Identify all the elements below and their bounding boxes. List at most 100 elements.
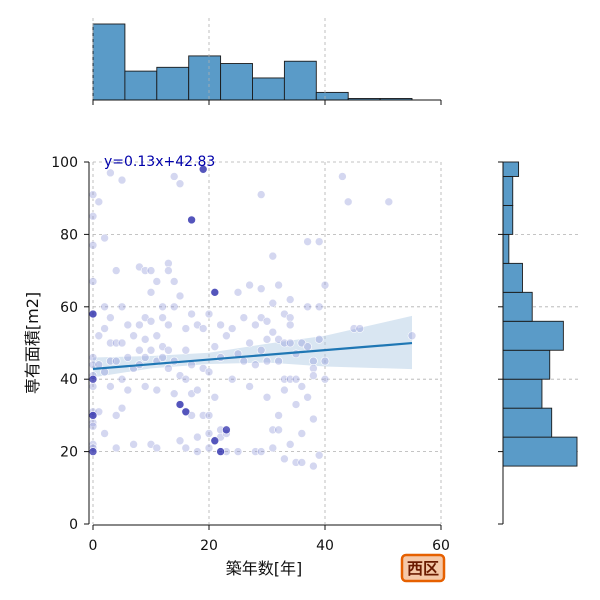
- scatter-point: [198, 324, 208, 333]
- scatter-point: [152, 443, 162, 453]
- scatter-point: [204, 443, 214, 453]
- scatter-point: [338, 172, 347, 181]
- scatter-point: [117, 175, 127, 185]
- scatter-point: [314, 302, 324, 312]
- scatter-point: [239, 313, 249, 322]
- scatter-point: [256, 447, 266, 456]
- scatter-point: [268, 298, 278, 308]
- scatter-point: [146, 288, 156, 297]
- right-hist-bar: [502, 436, 578, 467]
- scatter-point: [256, 345, 266, 355]
- scatter-point: [158, 353, 167, 362]
- scatter-point: [309, 461, 318, 471]
- scatter-point: [152, 331, 162, 341]
- scatter-point: [100, 429, 109, 438]
- scatter-point: [187, 309, 196, 319]
- scatter-point: [88, 277, 98, 286]
- scatter-point: [309, 371, 318, 380]
- scatter-point: [285, 440, 295, 449]
- scatter-point: [309, 414, 318, 424]
- scatter-point: [88, 240, 98, 250]
- right-hist-bar: [502, 349, 551, 380]
- scatter-point: [204, 411, 214, 420]
- scatter-point: [256, 190, 266, 199]
- right-hist-bar: [502, 407, 553, 438]
- scatter-point: [169, 172, 179, 181]
- regression-equation: y=0.13x+42.83: [104, 154, 215, 170]
- scatter-point: [198, 164, 208, 174]
- scatter-point: [303, 302, 312, 312]
- x-axis-title: 築年数[年]: [226, 559, 303, 578]
- scatter-point: [227, 374, 237, 384]
- top-hist-bar: [252, 77, 285, 101]
- top-hist-bar: [188, 55, 222, 101]
- right-hist-bar: [502, 378, 543, 409]
- scatter-point: [169, 302, 179, 312]
- scatter-point: [88, 411, 98, 420]
- scatter-point: [94, 197, 104, 207]
- badge-label: 西区: [407, 559, 439, 578]
- scatter-point: [100, 302, 109, 312]
- scatter-point: [193, 447, 202, 456]
- scatter-point: [193, 432, 202, 442]
- scatter-point: [88, 309, 98, 319]
- scatter-point: [187, 215, 196, 225]
- scatter-point: [164, 320, 173, 330]
- scatter-point: [384, 197, 394, 207]
- x-tick-label: 20: [200, 538, 218, 554]
- scatter-point: [268, 327, 278, 337]
- top-marginal-histogram: [92, 18, 442, 105]
- scatter-point: [204, 309, 214, 319]
- scatter-point: [140, 335, 150, 344]
- scatter-point: [320, 374, 330, 384]
- scatter-point: [181, 443, 191, 453]
- scatter-point: [343, 197, 353, 207]
- scatter-point: [175, 400, 185, 409]
- scatter-point: [135, 345, 144, 355]
- scatter-point: [140, 353, 150, 362]
- scatter-point: [129, 440, 138, 449]
- scatter-point: [309, 356, 318, 366]
- right-hist-bar: [502, 161, 520, 177]
- scatter-point: [309, 364, 318, 373]
- scatter-point: [314, 335, 324, 344]
- right-hist-bar: [502, 320, 564, 351]
- scatter-point: [314, 237, 324, 246]
- scatter-point: [164, 364, 173, 373]
- right-hist-bar: [502, 262, 523, 293]
- scatter-point: [88, 190, 98, 199]
- top-hist-bar: [124, 70, 158, 101]
- district-badge: 西区: [400, 553, 446, 583]
- top-hist-bar: [156, 66, 190, 101]
- scatter-point: [285, 313, 295, 322]
- scatter-point: [256, 284, 266, 294]
- right-hist-bar: [502, 204, 514, 235]
- scatter-point: [158, 302, 167, 312]
- scatter-point: [251, 360, 260, 370]
- scatter-point: [210, 392, 220, 402]
- scatter-point: [146, 316, 156, 326]
- scatter-point: [117, 302, 127, 312]
- scatter-point: [100, 233, 109, 243]
- scatter-point: [123, 353, 133, 362]
- scatter-point: [285, 320, 295, 330]
- scatter-point: [181, 407, 191, 417]
- scatter-point: [355, 324, 365, 333]
- scatter-point: [262, 316, 272, 326]
- scatter-point: [175, 436, 185, 446]
- scatter-point: [285, 338, 295, 348]
- scatter-point: [216, 320, 225, 330]
- scatter-point: [117, 338, 127, 348]
- scatter-point: [129, 331, 138, 341]
- x-tick-label: 0: [89, 538, 98, 554]
- scatter-point: [210, 342, 220, 351]
- right-hist-bar: [502, 291, 533, 322]
- scatter-point: [262, 392, 272, 402]
- scatter-point: [111, 411, 121, 420]
- scatter-point: [320, 280, 330, 290]
- scatter-point: [280, 454, 289, 464]
- top-hist-bar: [92, 23, 126, 101]
- y-tick-label: 0: [69, 517, 78, 533]
- y-tick-label: 40: [60, 372, 78, 388]
